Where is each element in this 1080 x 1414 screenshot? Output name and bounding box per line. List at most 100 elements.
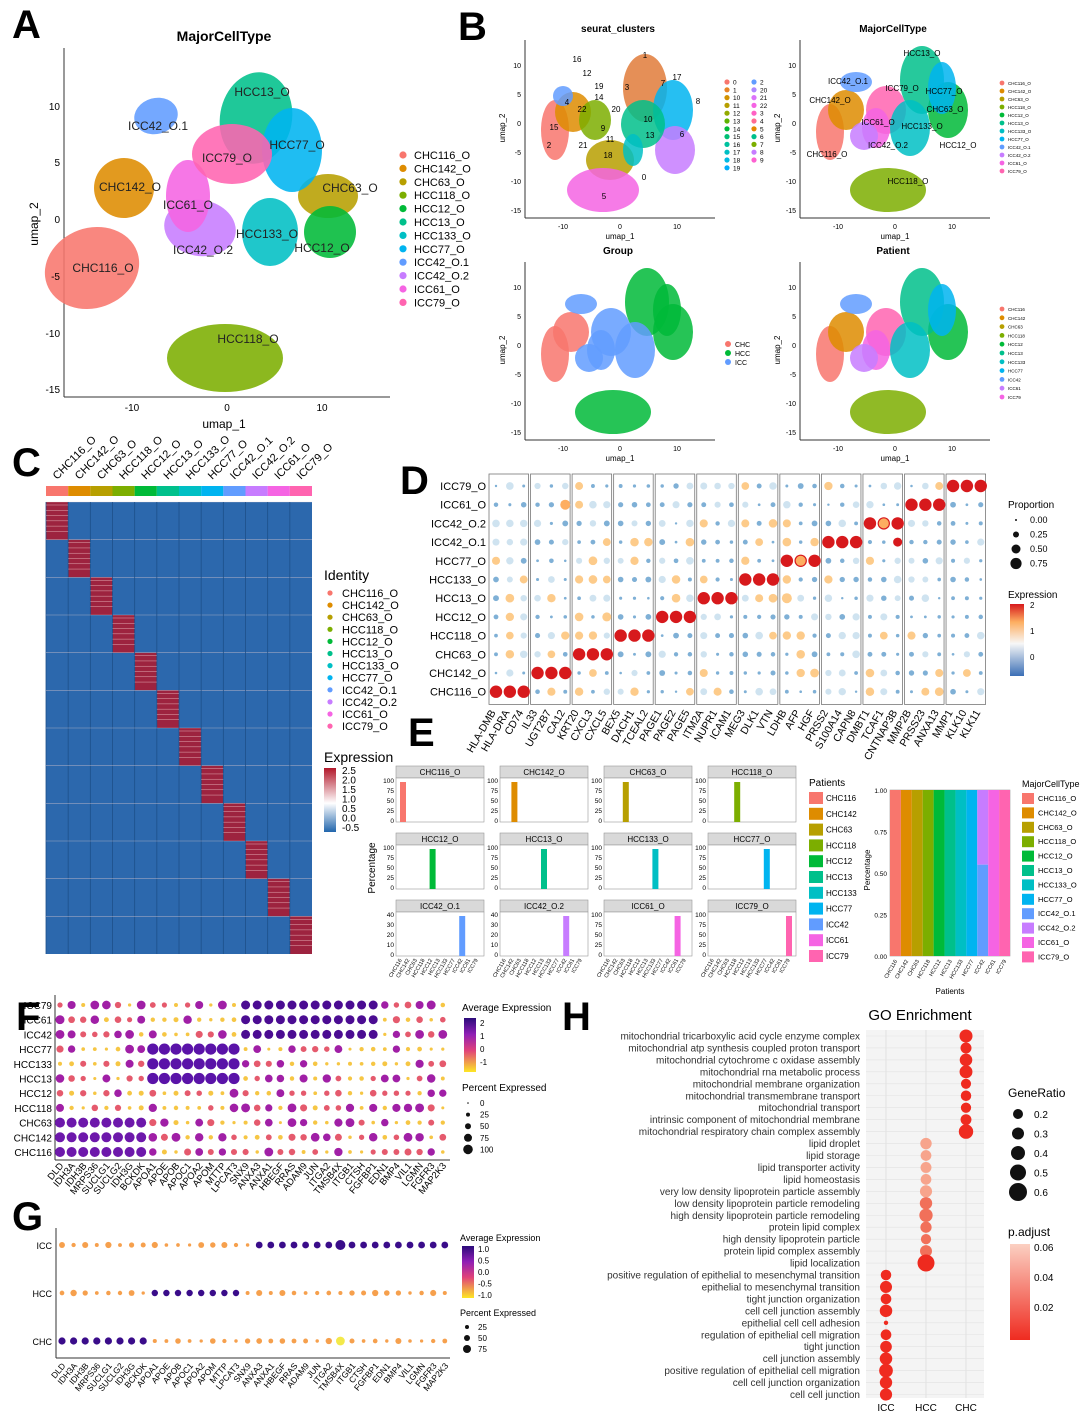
dot: [313, 1241, 321, 1249]
identity-label: ICC42_O.2: [342, 697, 397, 709]
dot: [137, 1015, 146, 1024]
dot: [506, 576, 513, 583]
facet-y-tick: 30: [491, 922, 499, 929]
cluster-legend-swatch: [724, 87, 730, 93]
dot: [785, 652, 789, 656]
dot: [336, 1336, 345, 1346]
dot: [826, 652, 831, 657]
dot: [417, 1046, 422, 1052]
dot: [94, 1291, 99, 1295]
row-label: HCC12_O: [435, 612, 486, 624]
dot: [770, 652, 776, 657]
dot: [561, 631, 570, 640]
legend-swatch: [399, 178, 407, 186]
dot: [196, 1090, 202, 1096]
cluster-number: 13: [646, 131, 655, 140]
dot: [797, 483, 804, 489]
dot: [428, 1060, 435, 1067]
subplot-xlabel: umap_1: [606, 232, 635, 241]
cluster-blob-HCC77_O: [262, 108, 322, 192]
dot: [216, 1058, 228, 1070]
dot: [185, 1032, 190, 1037]
dot: [645, 614, 652, 620]
dot: [288, 1148, 296, 1156]
dot: [824, 575, 833, 584]
panel-c-header: CHC116_OCHC142_OCHC63_OHCC118_OHCC12_OHC…: [46, 433, 336, 496]
dot: [92, 1031, 98, 1038]
dot: [57, 1061, 63, 1066]
dot: [895, 633, 900, 638]
group-legend-swatch: [725, 359, 731, 365]
generatio-label: 0.6: [1034, 1188, 1048, 1199]
go-term-label: mitochondrial respiratory chain complex …: [639, 1127, 860, 1138]
dot: [325, 1337, 332, 1345]
dot: [562, 538, 569, 546]
legend-label: CHC116_O: [414, 150, 470, 162]
panel-e-facets: CHC116_O1007550250CHC142_O1007550250CHC6…: [383, 765, 797, 979]
dot-highlight: [602, 612, 612, 622]
dot: [492, 538, 500, 546]
dot: [701, 502, 707, 508]
dot: [161, 1149, 167, 1155]
cluster-legend-swatch: [751, 134, 757, 140]
cluster-legend-swatch: [724, 157, 730, 163]
go-term-label: mitochondrial atp synthesis coupled prot…: [628, 1043, 860, 1054]
dot: [728, 633, 734, 639]
dot: [101, 1132, 112, 1143]
dot: [962, 669, 971, 677]
dot: [563, 577, 567, 582]
patient-swatch: [809, 855, 823, 868]
identity-label: ICC79_O: [342, 721, 388, 733]
dot: [115, 1046, 121, 1052]
facet-y-tick: 0: [702, 818, 706, 825]
dot: [417, 1120, 422, 1125]
row-label: CHC142_O: [429, 668, 486, 680]
dot: [187, 1339, 192, 1343]
dot: [103, 1090, 110, 1097]
stack-x-tick: ICC79: [995, 959, 1008, 976]
patient-legend-swatch: [999, 394, 1005, 400]
dot: [517, 685, 530, 698]
dot: [255, 1091, 260, 1096]
facet-bar: [400, 782, 406, 822]
cluster-label: CHC142_O: [99, 180, 161, 194]
padj-tick: 0.02: [1034, 1303, 1054, 1314]
dot: [69, 1105, 74, 1111]
dot: [207, 1119, 215, 1127]
patient-swatch: [809, 792, 823, 804]
pct-label: 0: [480, 1099, 485, 1108]
dot: [279, 1289, 286, 1297]
dot: [182, 1072, 194, 1085]
go-dot: [919, 1208, 933, 1222]
dot: [347, 1076, 353, 1081]
major-label: HCC12_O: [1038, 852, 1073, 861]
facet-y-tick: 0: [390, 952, 394, 959]
dot: [658, 650, 666, 658]
dot: [782, 575, 792, 584]
dot: [669, 610, 683, 624]
dot: [700, 482, 708, 490]
dot: [253, 1045, 262, 1053]
pct-label: 25: [478, 1323, 487, 1332]
major-legend-swatch: [999, 120, 1005, 126]
dot: [116, 1076, 120, 1081]
panel-d-plot: ICC79_OICC61_OICC42_O.2ICC42_O.1HCC77_OH…: [429, 473, 987, 762]
proportion-label: 0.50: [1030, 544, 1048, 554]
dot: [979, 596, 983, 600]
cluster-legend-swatch: [724, 118, 730, 124]
row-label: HCC13: [19, 1075, 52, 1086]
dot: [811, 576, 818, 583]
dot: [770, 502, 776, 508]
go-dot: [920, 1150, 932, 1161]
major-legend-swatch: [999, 88, 1005, 94]
dot: [440, 1016, 446, 1023]
go-dot: [920, 1221, 932, 1233]
dot: [602, 538, 611, 547]
dot: [965, 690, 969, 694]
subplot-x-tick: 10: [673, 446, 681, 453]
dot: [92, 1061, 97, 1066]
major-swatch: [1022, 893, 1034, 905]
dot: [440, 1120, 445, 1125]
dot: [416, 1016, 423, 1023]
